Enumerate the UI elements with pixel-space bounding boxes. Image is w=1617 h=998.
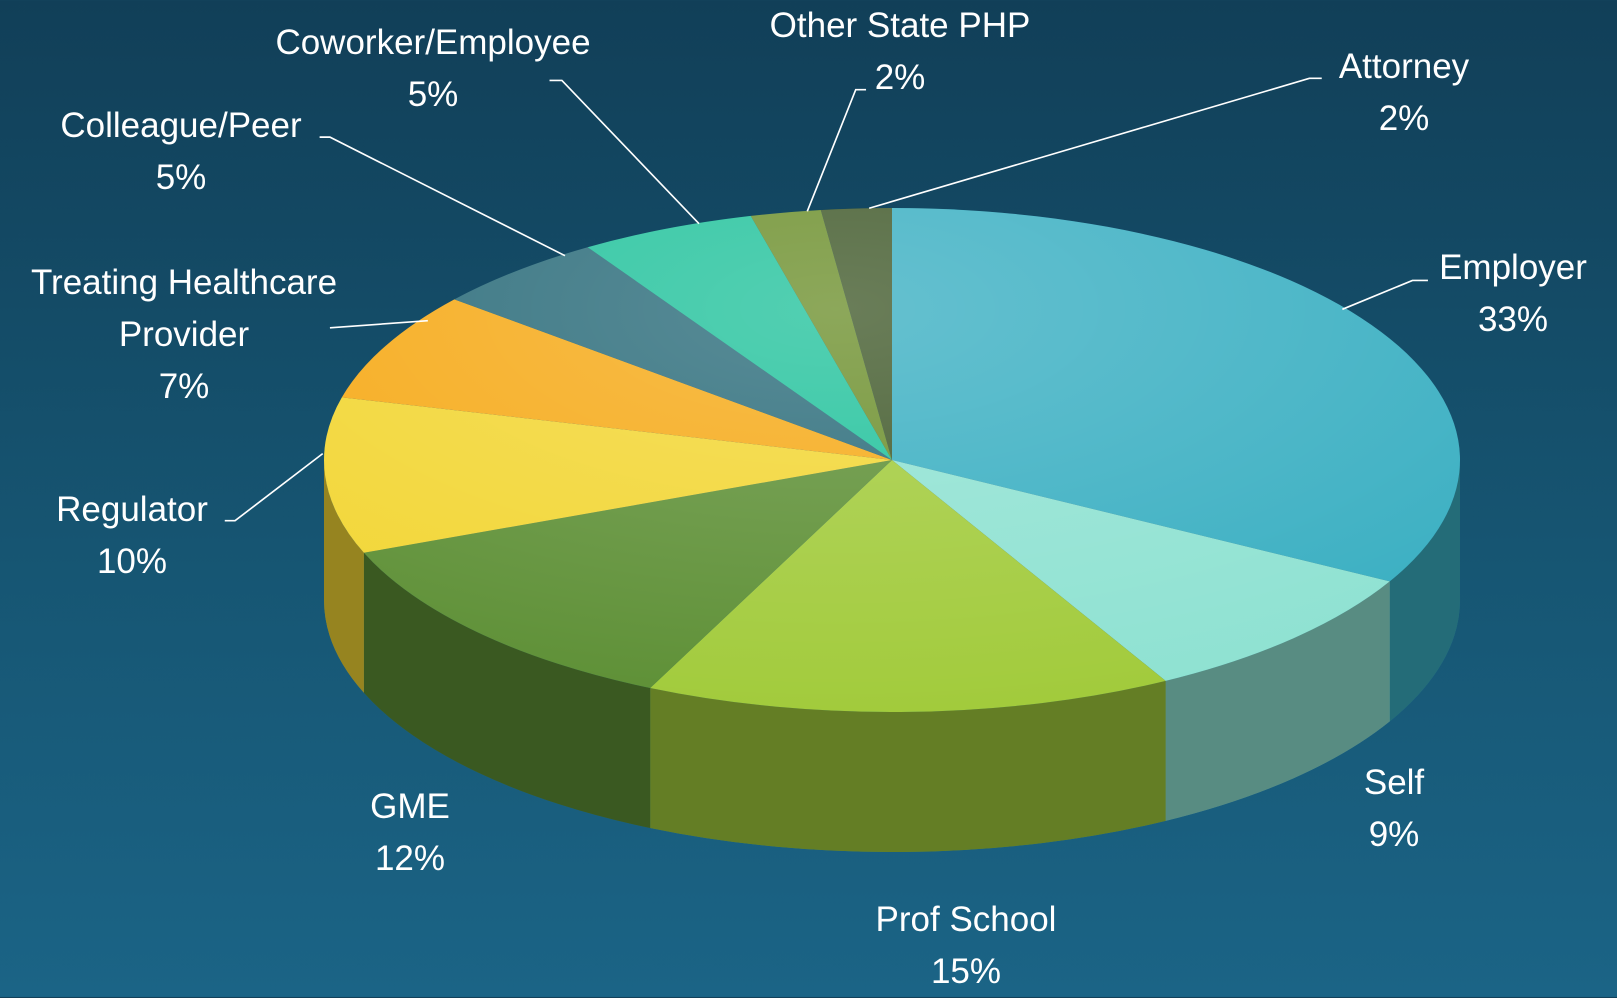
value-label: 9%: [1368, 815, 1420, 854]
category-label: GME: [370, 787, 450, 826]
leader-lines: [224, 77, 1428, 522]
value-label: 5%: [407, 75, 459, 114]
data-label: Prof School 15%: [876, 894, 1057, 998]
slice-side-shade: [1165, 581, 1390, 821]
value-label: 15%: [930, 952, 1002, 991]
slice-side-shade: [363, 552, 651, 829]
pie-sides: [324, 460, 1460, 852]
leader-line: [329, 319, 428, 329]
slice-side: [1389, 460, 1460, 722]
category-label: Attorney: [1338, 47, 1470, 86]
slice-side-shade: [650, 680, 1166, 852]
data-label: Attorney 2%: [1339, 41, 1469, 145]
sheen: [324, 208, 1460, 712]
value-label: 2%: [874, 58, 926, 97]
data-label: Coworker/Employee 5%: [275, 17, 590, 121]
value-label: 12%: [374, 839, 446, 878]
leader-line: [1342, 279, 1428, 311]
data-label: Self 9%: [1364, 757, 1424, 861]
category-label: Coworker/Employee: [275, 23, 591, 62]
category-label: Treating Healthcare Provider: [30, 263, 338, 354]
data-label: Other State PHP 2%: [770, 0, 1031, 104]
slice-side-shade: [324, 460, 364, 693]
leader-line: [806, 88, 867, 212]
slice-side: [324, 460, 364, 693]
value-label: 7%: [158, 367, 210, 406]
data-label: Employer 33%: [1439, 242, 1587, 346]
data-label: Colleague/Peer 5%: [60, 100, 301, 204]
data-label: Treating Healthcare Provider 7%: [0, 257, 369, 413]
value-label: 2%: [1378, 99, 1430, 138]
category-label: Colleague/Peer: [60, 106, 302, 145]
category-label: Employer: [1439, 248, 1587, 287]
category-label: Regulator: [56, 490, 208, 529]
category-label: Prof School: [875, 900, 1057, 939]
slice-side: [363, 552, 651, 829]
leader-line: [224, 452, 324, 522]
slice-side: [650, 680, 1166, 852]
category-label: Other State PHP: [769, 6, 1031, 45]
leader-line: [319, 136, 566, 257]
slice-side-shade: [1389, 460, 1460, 722]
value-label: 10%: [96, 542, 168, 581]
category-label: Self: [1363, 763, 1425, 802]
data-label: GME 12%: [370, 781, 450, 885]
data-label: Regulator 10%: [56, 484, 208, 588]
value-label: 33%: [1477, 300, 1549, 339]
value-label: 5%: [155, 158, 207, 197]
pie-tops: [324, 208, 1461, 712]
slice-side: [1165, 581, 1390, 821]
leader-line: [868, 77, 1322, 210]
leader-line: [549, 79, 700, 225]
